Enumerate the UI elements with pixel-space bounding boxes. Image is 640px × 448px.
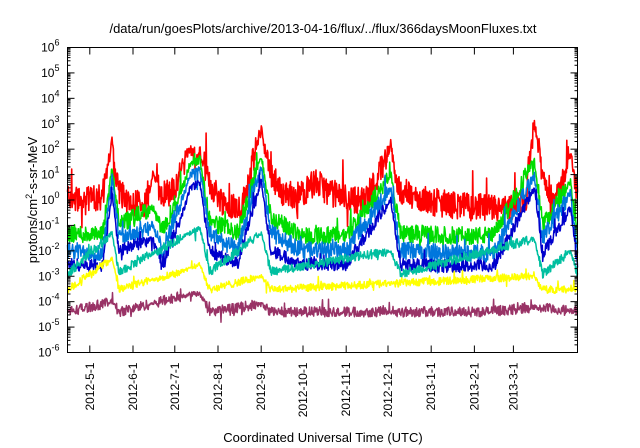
- y-tick-label: 10-2: [38, 241, 59, 258]
- y-tick-base: 10: [41, 117, 55, 131]
- y-axis-label-rest: -s-sr-MeV: [25, 136, 40, 193]
- y-tick-exponent: -2: [51, 241, 59, 251]
- x-axis-label: Coordinated Universal Time (UTC): [223, 430, 422, 445]
- y-tick-label: 10-6: [38, 343, 59, 360]
- y-tick-label: 10-4: [38, 292, 59, 309]
- y-tick-label: 105: [41, 63, 59, 80]
- chart-title: /data/run/goesPlots/archive/2013-04-16/f…: [109, 21, 536, 36]
- y-tick-label: 101: [41, 165, 59, 182]
- y-axis-label-base: protons/cm: [25, 199, 40, 263]
- series-layer: [66, 119, 579, 323]
- x-tick-label: 2012-5-1: [83, 362, 97, 410]
- flux-series-line: [66, 288, 579, 323]
- y-tick-label: 10-1: [38, 215, 59, 232]
- y-tick-base: 10: [41, 142, 55, 156]
- y-tick-exponent: -6: [51, 343, 59, 353]
- x-axis: 2012-5-1 2012-6-1 2012-7-1 2012-8-1 2012-9-1…: [83, 47, 520, 417]
- flux-series-line: [66, 226, 579, 279]
- x-tick-label: 2013-3-1: [506, 362, 520, 410]
- y-tick-base: 10: [38, 244, 52, 258]
- y-axis-label-sup: 2: [24, 194, 34, 199]
- y-tick-label: 102: [41, 139, 59, 156]
- y-tick-exponent: 0: [54, 190, 59, 200]
- x-tick-label: 2012-7-1: [168, 362, 182, 410]
- y-tick-exponent: 6: [54, 38, 59, 48]
- y-tick-exponent: 4: [54, 88, 59, 98]
- y-tick-exponent: -3: [51, 266, 59, 276]
- x-tick-label: 2013-2-1: [467, 362, 481, 410]
- flux-series-line: [66, 119, 579, 229]
- y-tick-base: 10: [38, 218, 52, 232]
- y-tick-exponent: -5: [51, 317, 59, 327]
- y-tick-label: 106: [41, 38, 59, 55]
- y-tick-label: 103: [41, 114, 59, 131]
- y-axis-label: protons/cm2-s-sr-MeV: [24, 136, 40, 263]
- y-tick-label: 10-5: [38, 317, 59, 334]
- x-tick-label: 2012-6-1: [126, 362, 140, 410]
- x-tick-label: 2013-1-1: [424, 362, 438, 410]
- y-tick-label: 10-3: [38, 266, 59, 283]
- y-tick-base: 10: [38, 269, 52, 283]
- y-tick-base: 10: [41, 193, 55, 207]
- y-tick-base: 10: [38, 295, 52, 309]
- flux-series-line: [66, 172, 579, 274]
- flux-series-line: [67, 256, 579, 295]
- x-tick-label: 2012-9-1: [254, 362, 268, 410]
- x-tick-label: 2012-8-1: [211, 362, 225, 410]
- x-tick-label: 2012-10-1: [296, 362, 310, 417]
- y-tick-exponent: 1: [54, 165, 59, 175]
- y-axis: 10-610-510-410-310-210-11001011021031041…: [38, 38, 578, 360]
- x-tick-label: 2012-12-1: [381, 362, 395, 417]
- y-tick-exponent: -1: [51, 215, 59, 225]
- y-tick-base: 10: [41, 41, 55, 55]
- y-tick-exponent: 3: [54, 114, 59, 124]
- y-tick-exponent: 2: [54, 139, 59, 149]
- y-tick-base: 10: [41, 66, 55, 80]
- y-tick-base: 10: [41, 91, 55, 105]
- y-tick-label: 100: [41, 190, 59, 207]
- y-tick-label: 104: [41, 88, 59, 105]
- y-tick-exponent: -4: [51, 292, 59, 302]
- y-tick-base: 10: [38, 346, 52, 360]
- x-tick-label: 2012-11-1: [339, 362, 353, 416]
- y-tick-exponent: 5: [54, 63, 59, 73]
- y-tick-base: 10: [41, 168, 55, 182]
- y-tick-base: 10: [38, 320, 52, 334]
